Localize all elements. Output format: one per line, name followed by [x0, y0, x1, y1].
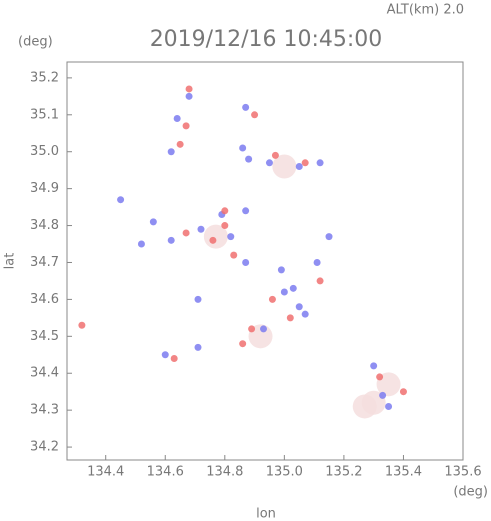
- echo: [271, 151, 279, 159]
- echo: [230, 251, 238, 259]
- chart-title: 2019/12/16 10:45:00: [150, 27, 383, 52]
- echo: [295, 303, 303, 311]
- echo: [313, 258, 321, 266]
- echo: [399, 388, 407, 396]
- x-unit: (deg): [453, 485, 488, 500]
- echo: [242, 258, 250, 266]
- echo: [242, 207, 250, 215]
- echo: [182, 122, 190, 130]
- x-axis-label: lon: [256, 507, 276, 521]
- y-tick-label: 34.9: [30, 181, 59, 196]
- x-tick-label: 135.6: [444, 465, 481, 480]
- echo: [194, 295, 202, 303]
- altitude: ALT(km) 2.0: [387, 3, 464, 18]
- echo: [316, 277, 324, 285]
- echo: [176, 140, 184, 148]
- y-tick-label: 35.1: [30, 107, 59, 122]
- echo: [272, 154, 297, 179]
- echo: [289, 284, 297, 292]
- echo: [182, 229, 190, 237]
- x-tick-label: 134.4: [87, 465, 124, 480]
- y-tick-label: 35.2: [30, 70, 59, 85]
- echo: [167, 148, 175, 156]
- echo: [277, 266, 285, 274]
- y-tick-label: 34.5: [30, 329, 59, 344]
- y-axis-label: lat: [3, 253, 18, 270]
- echo: [245, 155, 253, 163]
- echo: [295, 162, 303, 170]
- echo: [239, 144, 247, 152]
- echo: [248, 325, 256, 333]
- y-unit: (deg): [18, 35, 53, 50]
- y-tick-label: 34.4: [30, 366, 59, 381]
- echo: [265, 159, 273, 167]
- echo: [379, 391, 387, 399]
- echo: [185, 85, 193, 93]
- x-tick-label: 135.0: [266, 465, 303, 480]
- y-tick-label: 34.3: [30, 403, 59, 418]
- x-tick-label: 135.2: [325, 465, 362, 480]
- echo: [161, 351, 169, 359]
- echo: [137, 240, 145, 248]
- echo: [185, 92, 193, 100]
- echo: [209, 236, 217, 244]
- echo: [167, 236, 175, 244]
- echo: [376, 373, 384, 381]
- echo: [239, 340, 247, 348]
- echo: [260, 325, 268, 333]
- echo: [286, 314, 294, 322]
- echo: [251, 111, 259, 119]
- echo: [170, 354, 178, 362]
- y-tick-label: 34.2: [30, 440, 59, 455]
- echo: [203, 224, 228, 249]
- x-tick-label: 134.8: [206, 465, 243, 480]
- echo: [385, 402, 393, 410]
- echo: [242, 103, 250, 111]
- y-tick-label: 35.0: [30, 144, 59, 159]
- echo: [117, 196, 125, 204]
- y-tick-label: 34.7: [30, 255, 59, 270]
- echo: [301, 159, 309, 167]
- echo: [78, 321, 86, 329]
- echo: [352, 394, 377, 419]
- echo: [370, 362, 378, 370]
- x-tick-label: 135.4: [385, 465, 422, 480]
- echo: [221, 207, 229, 215]
- echo: [325, 233, 333, 241]
- y-tick-label: 34.6: [30, 292, 59, 307]
- echo: [316, 159, 324, 167]
- echo: [301, 310, 309, 318]
- plot-frame: [66, 61, 464, 461]
- echo: [197, 225, 205, 233]
- echo: [194, 343, 202, 351]
- echo: [268, 295, 276, 303]
- echo: [149, 218, 157, 226]
- echo: [227, 233, 235, 241]
- echo: [280, 288, 288, 296]
- echo: [221, 222, 229, 230]
- echo: [173, 114, 181, 122]
- x-tick-label: 134.6: [147, 465, 184, 480]
- y-tick-label: 34.8: [30, 218, 59, 233]
